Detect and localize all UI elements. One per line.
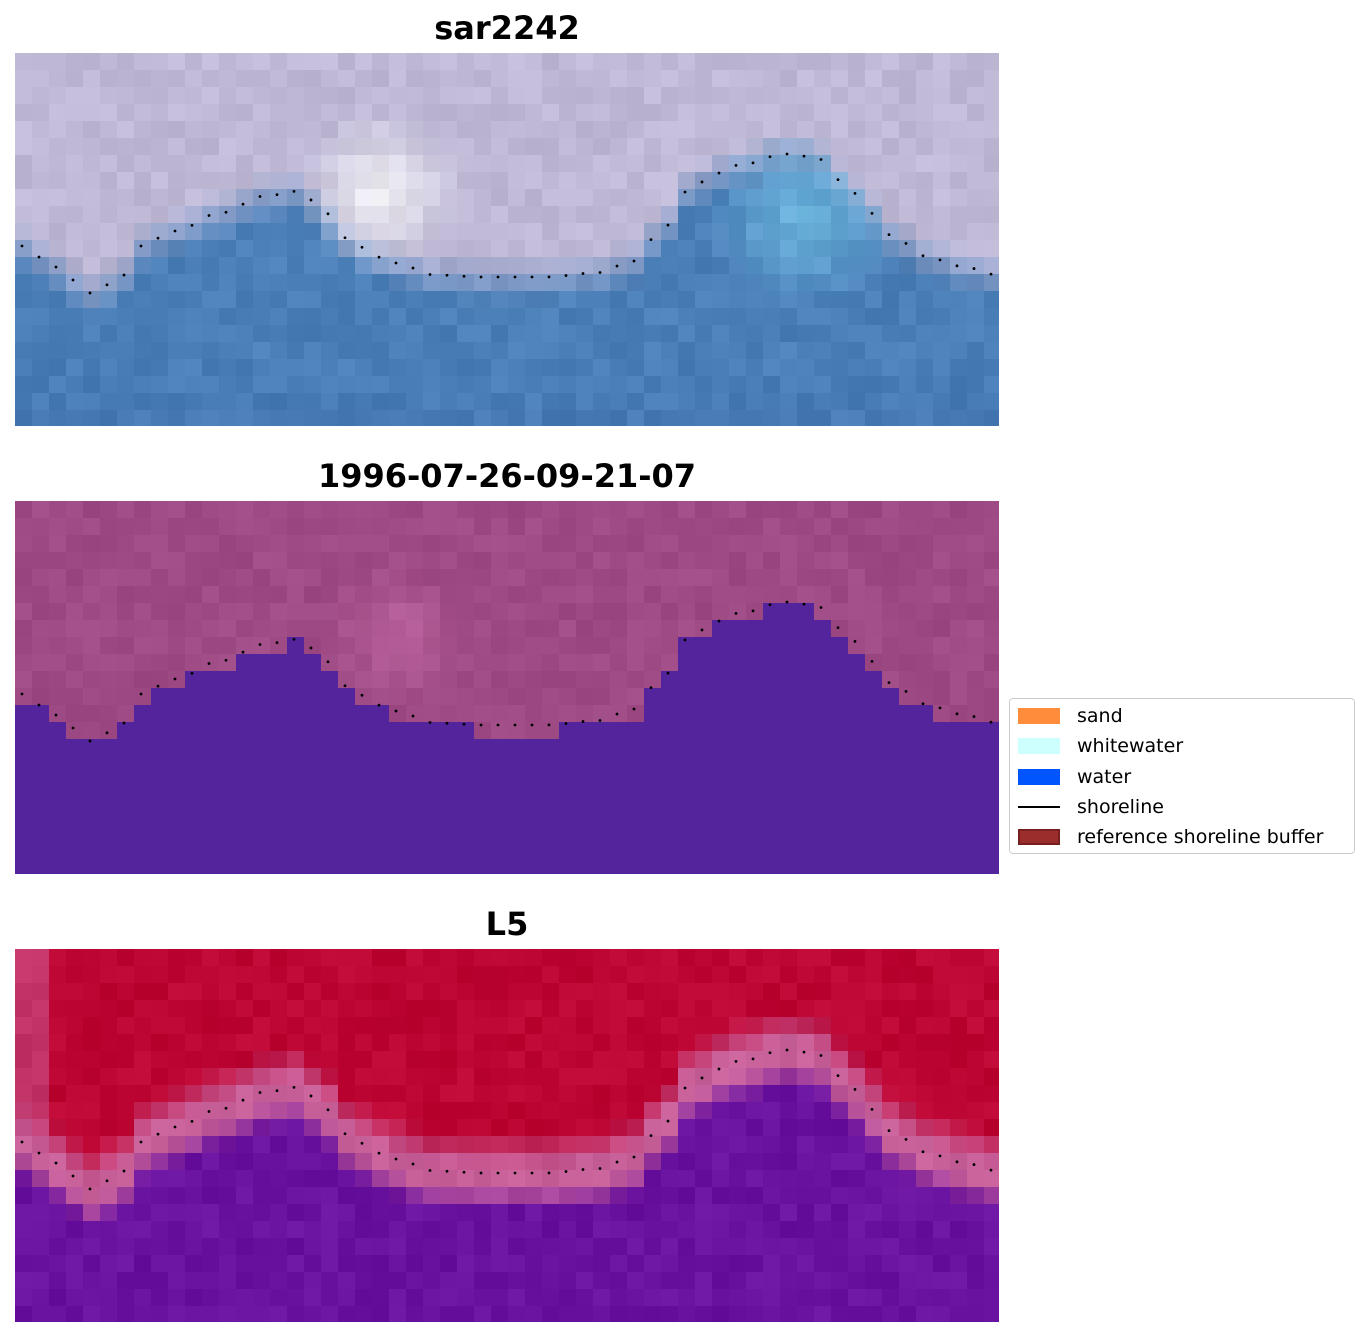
shoreline-line-swatch bbox=[1018, 799, 1060, 815]
legend-item-whitewater: whitewater bbox=[1018, 735, 1183, 757]
sar-image bbox=[15, 53, 999, 426]
legend-item-water: water bbox=[1018, 766, 1131, 788]
buffer-swatch bbox=[1018, 829, 1060, 845]
legend-item-shoreline: shoreline bbox=[1018, 796, 1164, 818]
legend: sand whitewater water shoreline referenc… bbox=[1009, 698, 1355, 854]
legend-label-buffer: reference shoreline buffer bbox=[1077, 826, 1324, 848]
legend-label-water: water bbox=[1077, 766, 1132, 788]
panel-title-1: sar2242 bbox=[434, 9, 580, 47]
panel-title-3: L5 bbox=[485, 905, 529, 943]
legend-label-whitewater: whitewater bbox=[1077, 735, 1184, 757]
shoreline-dots bbox=[20, 152, 993, 295]
legend-label-sand: sand bbox=[1077, 705, 1123, 727]
sand-swatch bbox=[1018, 708, 1060, 724]
classified-image bbox=[15, 501, 999, 874]
panel-title-2: 1996-07-26-09-21-07 bbox=[317, 457, 697, 495]
shoreline-dots bbox=[20, 1048, 993, 1191]
shoreline-dots bbox=[20, 600, 993, 743]
legend-item-sand: sand bbox=[1018, 705, 1123, 727]
legend-item-buffer: reference shoreline buffer bbox=[1018, 826, 1323, 848]
legend-label-shoreline: shoreline bbox=[1077, 796, 1164, 818]
whitewater-swatch bbox=[1018, 738, 1060, 754]
probability-image bbox=[15, 949, 999, 1322]
water-swatch bbox=[1018, 769, 1060, 785]
